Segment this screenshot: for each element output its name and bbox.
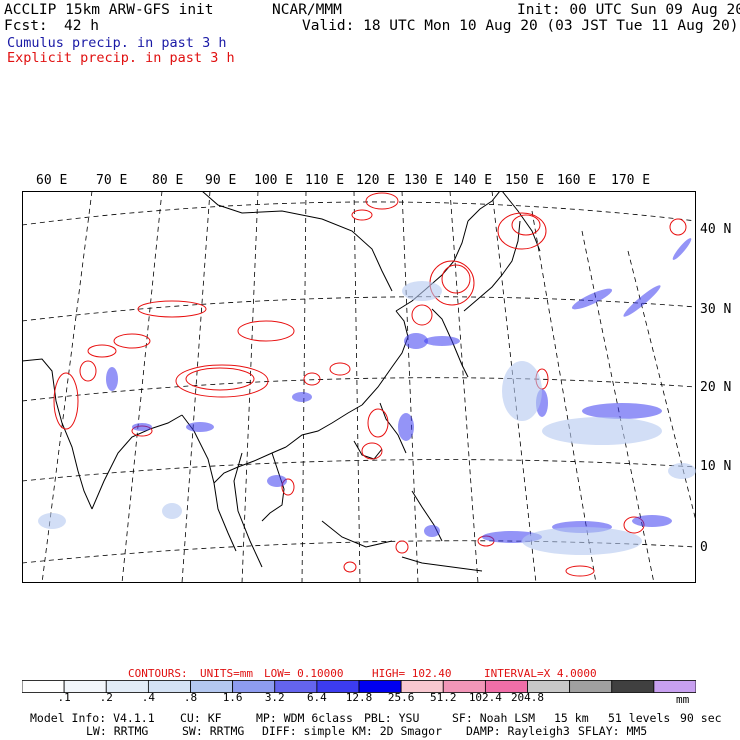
model-info: Model Info: V4.1.1 bbox=[30, 711, 155, 725]
lon-label: 160 E bbox=[557, 173, 597, 188]
sf-scheme: SF: Noah LSM bbox=[452, 711, 536, 725]
organization: NCAR/MMM bbox=[272, 2, 342, 18]
lw-scheme: LW: RRTMG bbox=[86, 724, 149, 738]
colorbar-tick-label: .2 bbox=[99, 691, 113, 704]
cu-scheme: CU: KF bbox=[180, 711, 222, 725]
lon-label: 90 E bbox=[205, 173, 237, 188]
colorbar-swatch bbox=[611, 680, 655, 693]
colorbar-tick-label: 102.4 bbox=[468, 691, 502, 704]
cumulus-legend: Cumulus precip. in past 3 h bbox=[7, 35, 227, 51]
forecast-hour: 42 h bbox=[64, 18, 99, 34]
sw-scheme: SW: RRTMG bbox=[182, 724, 245, 738]
colorbar-tick-label: 25.6 bbox=[387, 691, 415, 704]
lon-label: 120 E bbox=[356, 173, 396, 188]
forecast-label: Fcst: bbox=[4, 18, 48, 34]
lon-label: 100 E bbox=[254, 173, 294, 188]
lon-label: 140 E bbox=[453, 173, 493, 188]
lon-label: 170 E bbox=[611, 173, 651, 188]
colorbar-unit: mm bbox=[676, 693, 690, 706]
colorbar-tick-label: .1 bbox=[57, 691, 71, 704]
init-time: Init: 00 UTC Sun 09 Aug 20 bbox=[517, 2, 740, 18]
lat-label: 30 N bbox=[700, 302, 732, 317]
contours-label: CONTOURS: bbox=[128, 667, 188, 680]
light-precip-shading bbox=[38, 281, 696, 555]
lat-label: 20 N bbox=[700, 380, 732, 395]
valid-time: Valid: 18 UTC Mon 10 Aug 20 (03 JST Tue … bbox=[302, 18, 739, 34]
colorbar-tick-label: 3.2 bbox=[264, 691, 285, 704]
lon-label: 150 E bbox=[505, 173, 545, 188]
lon-label: 110 E bbox=[305, 173, 345, 188]
lon-label: 70 E bbox=[96, 173, 128, 188]
lon-label: 60 E bbox=[36, 173, 68, 188]
contours-interval: INTERVAL=X 4.0000 bbox=[484, 667, 597, 680]
diff-scheme: DIFF: simple bbox=[262, 724, 346, 738]
colorbar-tick-label: .8 bbox=[183, 691, 198, 704]
timestep: 90 sec bbox=[680, 711, 722, 725]
lon-label: 80 E bbox=[152, 173, 184, 188]
resolution: 15 km bbox=[554, 711, 589, 725]
contours-high: HIGH= 102.40 bbox=[372, 667, 452, 680]
km-scheme: KM: 2D Smagor bbox=[352, 724, 443, 738]
mp-scheme: MP: WDM 6class bbox=[256, 711, 353, 725]
colorbar-swatch bbox=[569, 680, 613, 693]
pbl-scheme: PBL: YSU bbox=[364, 711, 420, 725]
colorbar-tick-label: 12.8 bbox=[345, 691, 373, 704]
colorbar-tick-label: .4 bbox=[141, 691, 155, 704]
contours-low: LOW= 0.10000 bbox=[264, 667, 344, 680]
explicit-legend: Explicit precip. in past 3 h bbox=[7, 50, 235, 66]
damp-scheme: DAMP: Rayleigh3 bbox=[466, 724, 570, 738]
colorbar bbox=[22, 680, 696, 693]
lat-label: 40 N bbox=[700, 222, 732, 237]
colorbar-swatch bbox=[653, 680, 696, 693]
model-title: ACCLIP 15km ARW-GFS init bbox=[4, 2, 214, 18]
sflay-scheme: SFLAY: MM5 bbox=[578, 724, 648, 738]
contours-units: UNITS=mm bbox=[200, 667, 253, 680]
lat-label: 0 bbox=[700, 540, 708, 555]
colorbar-tick-label: 6.4 bbox=[306, 691, 327, 704]
lat-label: 10 N bbox=[700, 459, 732, 474]
lon-label: 130 E bbox=[404, 173, 444, 188]
colorbar-tick-label: 51.2 bbox=[430, 691, 457, 704]
levels: 51 levels bbox=[608, 711, 671, 725]
colorbar-tick-label: 1.6 bbox=[222, 691, 243, 704]
precip-map bbox=[22, 191, 696, 583]
colorbar-tick-label: 204.8 bbox=[510, 691, 545, 704]
